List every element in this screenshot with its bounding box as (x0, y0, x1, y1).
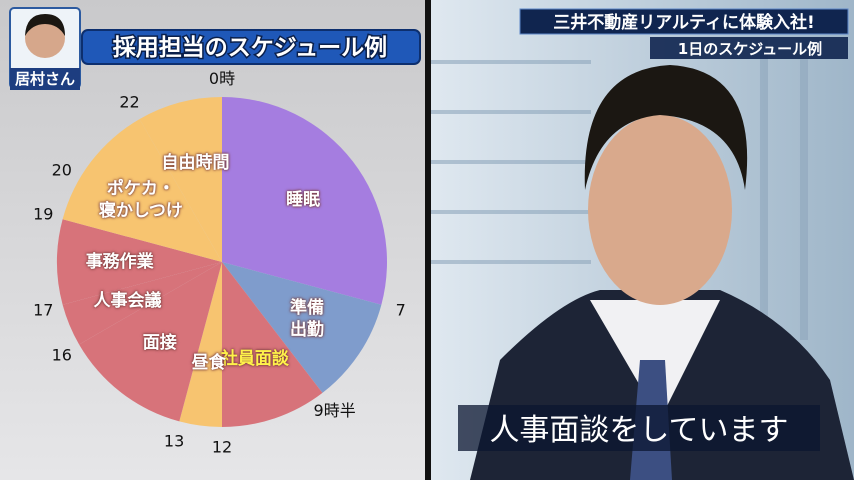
pie-slice (222, 262, 382, 393)
window-blinds (431, 40, 808, 340)
pie-slice (222, 97, 387, 305)
banner-bg (519, 8, 849, 35)
person-name: 居村さん (15, 70, 75, 88)
slice-label: 昼食 (191, 353, 226, 374)
pie (57, 97, 387, 427)
pie-slice (62, 262, 222, 345)
tick-label: 7 (395, 300, 406, 320)
tick-label: 16 (51, 345, 72, 364)
pie-slice (222, 262, 323, 427)
pie-slice (79, 262, 223, 422)
tick-label: 12 (211, 437, 233, 457)
tick-label: 13 (163, 431, 185, 451)
slice-label: 事務作業 (85, 252, 154, 272)
pie-slice (57, 219, 222, 305)
tick-label: 9時半 (313, 400, 356, 420)
avatar-hair (25, 14, 65, 36)
pie-slice (139, 97, 222, 262)
slice-label: 面接 (142, 333, 177, 354)
banner: 三井不動産リアルティに体験入社! (553, 12, 815, 33)
slice-label: ポケカ・ 寝かしつけ (98, 178, 183, 221)
pie-slice (62, 119, 222, 263)
banner-sub: 1日のスケジュール例 (678, 40, 822, 58)
tick-label: 17 (33, 300, 54, 320)
tick-label: 0時 (208, 69, 236, 88)
slice-label: 自由時間 (161, 153, 230, 174)
avatar-label-bg (10, 68, 80, 90)
face (588, 115, 732, 305)
chart-title: 採用担当のスケジュール例 (113, 35, 387, 61)
slice-label: 睡眠 (286, 189, 321, 210)
slice-label: 社員面談 (220, 348, 289, 369)
tick-label: 19 (33, 204, 54, 224)
caption: 人事面談をしています (489, 413, 788, 448)
caption-bg (458, 405, 820, 451)
title-bar (81, 29, 421, 65)
tick-label: 20 (51, 160, 72, 179)
banner-sub-bg (650, 37, 848, 59)
slice-label: 人事会議 (93, 291, 162, 312)
pie-slice (179, 262, 222, 427)
slice-label: 準備 出勤 (290, 297, 325, 340)
avatar-face (25, 18, 65, 58)
tick-label: 22 (119, 92, 140, 112)
divider (425, 0, 431, 480)
hair (584, 65, 748, 190)
